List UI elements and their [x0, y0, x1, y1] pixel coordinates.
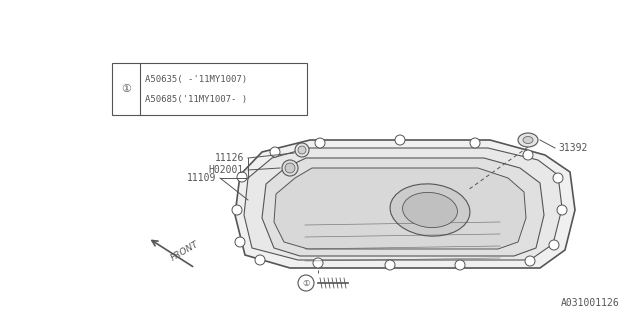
Text: FRONT: FRONT	[170, 240, 200, 263]
Circle shape	[315, 138, 325, 148]
Polygon shape	[244, 148, 562, 260]
Ellipse shape	[523, 137, 533, 143]
Circle shape	[298, 146, 306, 154]
Circle shape	[523, 150, 533, 160]
Circle shape	[557, 205, 567, 215]
Circle shape	[285, 163, 295, 173]
Circle shape	[549, 240, 559, 250]
Circle shape	[295, 143, 309, 157]
Circle shape	[255, 255, 265, 265]
Polygon shape	[235, 140, 575, 268]
Polygon shape	[262, 158, 544, 256]
Circle shape	[282, 160, 298, 176]
Circle shape	[232, 205, 242, 215]
Circle shape	[553, 173, 563, 183]
Text: A50685('11MY1007- ): A50685('11MY1007- )	[145, 94, 247, 103]
Circle shape	[385, 260, 395, 270]
Polygon shape	[274, 168, 526, 249]
Circle shape	[270, 147, 280, 157]
Circle shape	[237, 172, 247, 182]
Text: 31392: 31392	[558, 143, 588, 153]
Circle shape	[395, 135, 405, 145]
Text: ①: ①	[302, 278, 310, 287]
Circle shape	[455, 260, 465, 270]
Ellipse shape	[403, 192, 458, 228]
Text: 11126: 11126	[214, 153, 244, 163]
Circle shape	[235, 237, 245, 247]
Text: ①: ①	[121, 84, 131, 94]
Circle shape	[298, 275, 314, 291]
Ellipse shape	[518, 133, 538, 147]
Ellipse shape	[390, 184, 470, 236]
Circle shape	[525, 256, 535, 266]
Text: H02001: H02001	[209, 165, 244, 175]
Text: 11109: 11109	[187, 173, 216, 183]
Text: A031001126: A031001126	[561, 298, 620, 308]
Circle shape	[313, 258, 323, 268]
Bar	[112, 63, 307, 115]
Circle shape	[470, 138, 480, 148]
Text: A50635( -'11MY1007): A50635( -'11MY1007)	[145, 75, 247, 84]
